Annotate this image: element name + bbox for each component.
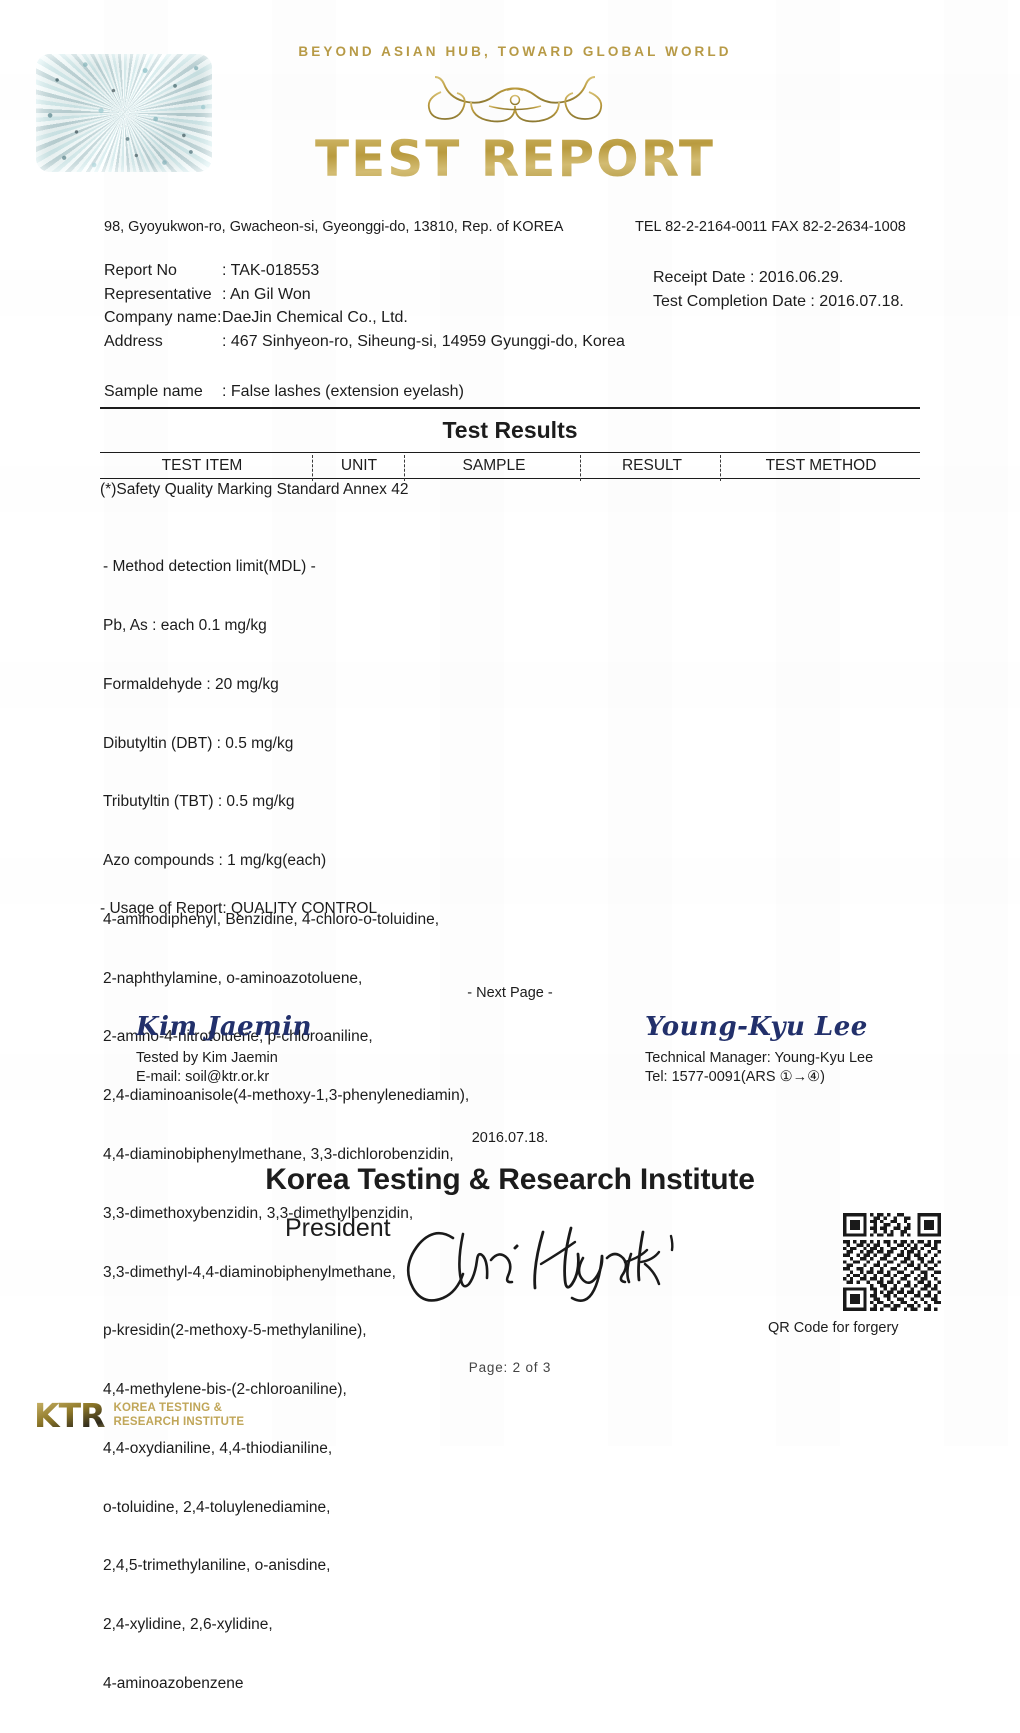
tester-name: Tested by Kim Jaemin — [136, 1050, 278, 1066]
tester-signature: Kim Jaemin — [136, 1012, 313, 1042]
mdl-line: o-toluidine, 2,4-toluylenediamine, — [103, 1498, 331, 1516]
mdl-line: Dibutyltin (DBT) : 0.5 mg/kg — [103, 734, 294, 752]
sample-name-row: Sample name : False lashes (extension ey… — [104, 383, 464, 401]
mdl-line: - Method detection limit(MDL) - — [103, 558, 316, 576]
page-number: Page: 2 of 3 — [468, 1360, 552, 1375]
mdl-line: Azo compounds : 1 mg/kg(each) — [103, 852, 327, 870]
mdl-line: 2-naphthylamine, o-aminoazotoluene, — [103, 969, 363, 987]
company-value: DaeJin Chemical Co., Ltd. — [222, 309, 408, 326]
issuing-organization: Korea Testing & Research Institute — [265, 1163, 755, 1196]
mdl-line: 2-amino-4-nitrotoluene, p-chloroaniline, — [103, 1028, 373, 1046]
receipt-date: Receipt Date : 2016.06.29. — [653, 269, 844, 286]
qr-code-icon[interactable] — [843, 1213, 941, 1311]
manager-signature-block: Young-Kyu Lee Technical Manager: Young-K… — [645, 1012, 873, 1086]
mdl-line: Pb, As : each 0.1 mg/kg — [103, 616, 267, 634]
mdl-body-block: - Method detection limit(MDL) - Pb, As :… — [103, 518, 469, 1733]
company-label: Company name: — [104, 309, 222, 326]
tester-caption: Tested by Kim Jaemin E-mail: soil@ktr.or… — [136, 1049, 312, 1086]
manager-caption: Technical Manager: Young-Kyu Lee Tel: 15… — [645, 1049, 873, 1086]
ktr-logo-line1: KOREA TESTING & — [113, 1402, 223, 1414]
mdl-line: Formaldehyde : 20 mg/kg — [103, 675, 279, 693]
mdl-line: 4,4-oxydianiline, 4,4-thiodianiline, — [103, 1439, 333, 1457]
test-report-page: BEYOND ASIAN HUB, TOWARD GLOBAL WORLD — [34, 44, 941, 1692]
test-results-heading: Test Results — [442, 417, 578, 443]
column-header-unit: UNIT — [340, 457, 378, 474]
mdl-line: 4,4-methylene-bis-(2-chloroaniline), — [103, 1381, 347, 1399]
office-tel-fax: TEL 82-2-2164-0011 FAX 82-2-2634-1008 — [635, 219, 906, 235]
report-no-label: Report No — [104, 262, 177, 279]
manager-signature: Young-Kyu Lee — [645, 1012, 868, 1042]
report-no-row: Report No : TAK-018553 — [104, 259, 625, 283]
tester-email: E-mail: soil@ktr.or.kr — [136, 1068, 270, 1085]
mdl-line: 2,4-diaminoanisole(4-methoxy-1,3-phenyle… — [103, 1087, 470, 1105]
column-header-test-item: TEST ITEM — [161, 457, 243, 474]
standard-annex-note: (*)Safety Quality Marking Standard Annex… — [100, 481, 409, 498]
next-page-marker: - Next Page - — [467, 985, 553, 1001]
mdl-line: 4-aminodiphenyl, Benzidine, 4-chloro-o-t… — [103, 910, 440, 928]
ktr-logo-text: KOREA TESTING & RESEARCH INSTITUTE — [114, 1402, 245, 1429]
qr-code-caption: QR Code for forgery — [768, 1320, 899, 1336]
column-divider-3 — [580, 455, 581, 481]
mdl-line: 2,4,5-trimethylaniline, o-anisdine, — [103, 1557, 331, 1575]
tester-signature-block: Kim Jaemin Tested by Kim Jaemin E-mail: … — [136, 1012, 312, 1086]
sample-name-label: Sample name — [104, 383, 203, 400]
column-header-result: RESULT — [621, 457, 682, 474]
hologram-seal-icon — [36, 54, 212, 172]
table-header-bottom-rule — [100, 478, 920, 480]
sample-name-value: : False lashes (extension eyelash) — [222, 383, 464, 400]
client-address-row: Address : 467 Sinhyeon-ro, Siheung-si, 1… — [104, 330, 625, 354]
representative-row: Representative : An Gil Won — [104, 283, 625, 307]
mdl-line: 2,4-xylidine, 2,6-xylidine, — [103, 1616, 273, 1634]
president-label: President — [285, 1214, 391, 1242]
mdl-line: Tributyltin (TBT) : 0.5 mg/kg — [103, 793, 295, 811]
company-row: Company name: DaeJin Chemical Co., Ltd. — [104, 306, 625, 330]
ktr-logo-mark: KTR — [34, 1396, 105, 1435]
column-header-test-method: TEST METHOD — [765, 457, 877, 474]
mdl-line: 4,4-diaminobiphenylmethane, 3,3-dichloro… — [103, 1146, 454, 1163]
ktr-logo-line2: RESEARCH INSTITUTE — [113, 1415, 245, 1428]
report-no-value: : TAK-018553 — [222, 262, 320, 279]
mdl-line: 3,3-dimethyl-4,4-diaminobiphenylmethane, — [103, 1263, 396, 1281]
column-divider-1 — [312, 455, 313, 481]
table-header-rule — [100, 452, 920, 454]
representative-label: Representative — [104, 285, 212, 303]
report-meta-right: Receipt Date : 2016.06.29. Test Completi… — [653, 266, 904, 313]
issue-date: 2016.07.18. — [471, 1130, 549, 1146]
completion-date: Test Completion Date : 2016.07.18. — [653, 292, 904, 310]
mdl-line: 3,3-dimethoxybenzidin, 3,3-dimethylbenzi… — [103, 1204, 414, 1222]
column-header-sample: SAMPLE — [462, 457, 526, 474]
report-meta-left: Report No : TAK-018553 Representative : … — [104, 259, 625, 353]
company-tagline: BEYOND ASIAN HUB, TOWARD GLOBAL WORLD — [298, 44, 732, 59]
column-divider-4 — [720, 455, 721, 481]
manager-name: Technical Manager: Young-Kyu Lee — [645, 1050, 874, 1066]
table-top-rule — [100, 407, 920, 410]
representative-value: : An Gil Won — [222, 285, 311, 303]
manager-tel: Tel: 1577-0091(ARS ①→④) — [645, 1068, 825, 1085]
client-address-value: : 467 Sinhyeon-ro, Siheung-si, 14959 Gyu… — [222, 332, 625, 350]
ktr-logo: KTR KOREA TESTING & RESEARCH INSTITUTE — [34, 1396, 244, 1435]
mdl-line: 4-aminoazobenzene — [103, 1675, 244, 1693]
office-address: 98, Gyoyukwon-ro, Gwacheon-si, Gyeonggi-… — [104, 219, 564, 235]
page-title: TEST REPORT — [265, 130, 765, 188]
decorative-flourish-ornament — [265, 66, 765, 124]
president-signature-icon — [395, 1218, 695, 1304]
client-address-label: Address — [104, 332, 163, 350]
usage-of-report: - Usage of Report: QUALITY CONTROL — [100, 900, 378, 917]
column-divider-2 — [404, 455, 405, 481]
mdl-line: p-kresidin(2-methoxy-5-methylaniline), — [103, 1322, 367, 1340]
